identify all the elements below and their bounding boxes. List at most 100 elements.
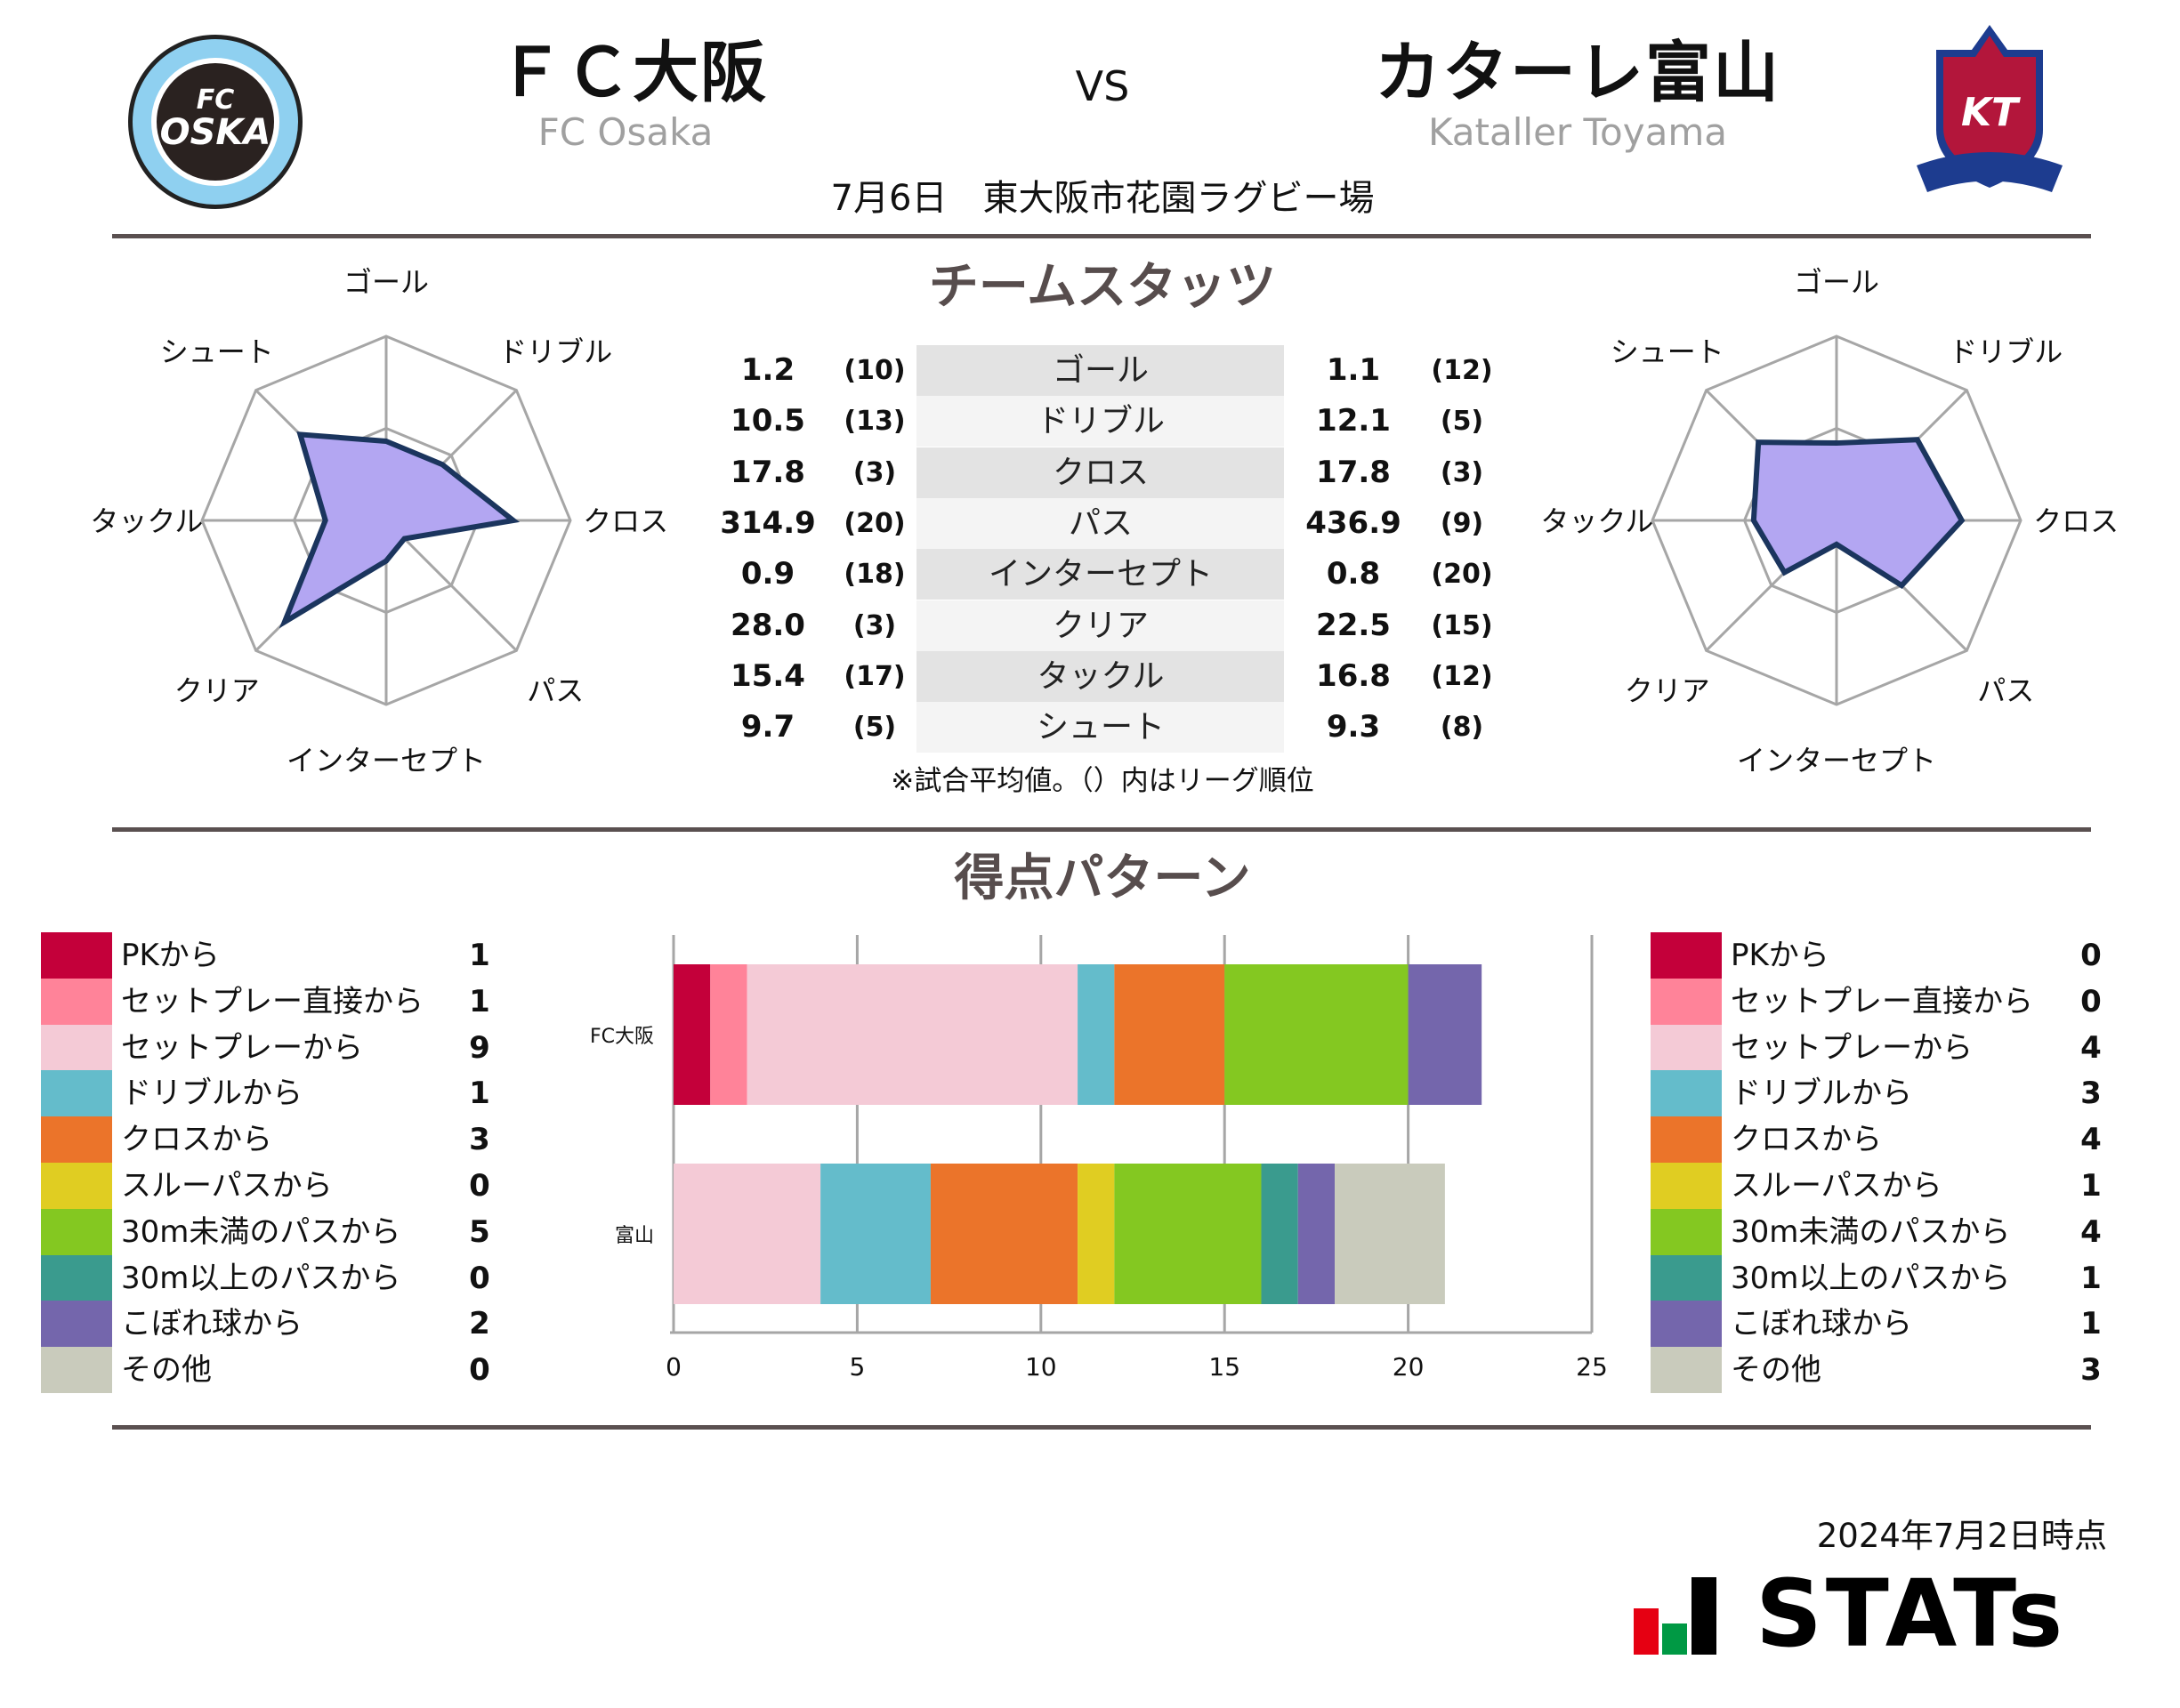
legend-swatch xyxy=(41,1254,112,1301)
bar-segment xyxy=(674,1164,821,1304)
home-stat-rank: (17) xyxy=(844,660,906,692)
legend-item: 30m未満のパスから 4 xyxy=(1651,1208,2113,1255)
home-stat-value: 28.0 xyxy=(731,607,805,643)
away-stat-value: 22.5 xyxy=(1316,607,1391,643)
away-stat-value: 9.3 xyxy=(1326,709,1381,745)
bar-segment xyxy=(747,964,1078,1105)
home-stat-value: 17.8 xyxy=(731,454,805,490)
legend-label: PKから xyxy=(1731,938,1829,973)
stat-row-band xyxy=(916,549,1284,600)
legend-item: スルーパスから 1 xyxy=(1651,1163,2113,1209)
stat-row-band xyxy=(916,650,1284,702)
legend-label: その他 xyxy=(121,1352,212,1389)
bar-segment xyxy=(1224,964,1409,1105)
bar-segment xyxy=(930,1164,1078,1304)
radar-axis-label: タックル xyxy=(90,504,203,538)
stats-logo: STATs xyxy=(1631,1560,2147,1667)
legend-label: セットプレーから xyxy=(121,1029,363,1066)
away-stat-rank: (15) xyxy=(1431,609,1493,641)
legend-label: 30m以上のパスから xyxy=(121,1260,401,1296)
radar-axis-label: クロス xyxy=(583,504,668,538)
legend-swatch xyxy=(41,1347,112,1394)
legend-item: セットプレーから 4 xyxy=(1651,1024,2113,1071)
legend-swatch xyxy=(1651,1116,1722,1164)
radar-spoke xyxy=(384,519,518,652)
away-stat-value: 16.8 xyxy=(1316,657,1391,694)
legend-label: セットプレー直接から xyxy=(121,983,424,1019)
svg-text:KT: KT xyxy=(1961,90,2021,135)
legend-item: その他 3 xyxy=(1651,1347,2113,1394)
home-stat-rank: (20) xyxy=(844,507,906,539)
legend-swatch xyxy=(41,1070,112,1117)
svg-text:OSKA: OSKA xyxy=(160,112,271,153)
radar-axis-label: インターセプト xyxy=(1737,744,1936,777)
stat-row-band xyxy=(916,702,1284,753)
away-stat-rank: (5) xyxy=(1440,406,1484,438)
legend-item: セットプレー直接から 1 xyxy=(41,978,504,1025)
legend-item: こぼれ球から 2 xyxy=(41,1301,504,1348)
radar-axis-label: ドリブル xyxy=(498,335,612,369)
legend-label: その他 xyxy=(1731,1352,1821,1389)
away-stat-rank: (8) xyxy=(1440,712,1484,744)
legend-item: クロスから 4 xyxy=(1651,1116,2113,1164)
stat-label: クリア xyxy=(1052,607,1150,644)
legend-item: その他 0 xyxy=(41,1347,504,1394)
legend-value: 1 xyxy=(469,938,490,973)
x-tick-label: 5 xyxy=(849,1352,865,1382)
divider xyxy=(112,234,2091,238)
radar-axis-label: クロス xyxy=(2033,504,2119,538)
stat-row-band xyxy=(916,447,1284,498)
category-label: FC大阪 xyxy=(590,1026,654,1048)
bar-segment xyxy=(1114,964,1225,1105)
radar-axis-label: クリア xyxy=(174,673,260,707)
legend-value: 4 xyxy=(2080,1122,2102,1158)
bar-segment xyxy=(1335,1164,1445,1304)
legend-item: 30m未満のパスから 5 xyxy=(41,1208,504,1255)
legend-label: クロスから xyxy=(1731,1122,1882,1158)
legend-swatch xyxy=(41,978,112,1025)
radar-axis-label: パス xyxy=(527,673,584,707)
away-team-name: カターレ富山 xyxy=(1375,35,1780,111)
legend-swatch xyxy=(1651,1301,1722,1348)
away-goal-legend: PKから 0 セットプレー直接から 0 セットプレーから 4 ドリブルから 3 クロスから 4 スル… xyxy=(1651,932,2113,1395)
legend-item: PKから 0 xyxy=(1651,932,2113,979)
home-stat-rank: (3) xyxy=(852,609,897,641)
legend-item: PKから 1 xyxy=(41,932,504,979)
away-team-name-en: Kataller Toyama xyxy=(1428,110,1727,154)
home-stat-value: 314.9 xyxy=(720,504,816,541)
legend-swatch xyxy=(41,1301,112,1348)
divider xyxy=(112,827,2091,832)
legend-swatch xyxy=(1651,932,1722,979)
away-stat-value: 1.1 xyxy=(1326,352,1381,388)
bar-segment xyxy=(1297,1164,1336,1304)
vs-label: VS xyxy=(1075,62,1130,110)
legend-swatch xyxy=(1651,1347,1722,1394)
legend-label: こぼれ球から xyxy=(121,1306,303,1342)
legend-swatch xyxy=(41,1116,112,1164)
legend-value: 9 xyxy=(469,1029,490,1066)
stat-label: パス xyxy=(1068,504,1134,542)
radar-axis-label: クリア xyxy=(1625,673,1710,707)
legend-value: 1 xyxy=(469,983,490,1019)
legend-value: 0 xyxy=(469,1168,490,1204)
legend-item: スルーパスから 0 xyxy=(41,1163,504,1209)
home-stat-rank: (5) xyxy=(852,712,897,744)
match-info: 7月6日 東大阪市花園ラグビー場 xyxy=(830,178,1375,219)
home-team-name-en: FC Osaka xyxy=(537,110,714,154)
stat-label: ゴール xyxy=(1052,352,1150,389)
stat-row-band xyxy=(916,396,1284,447)
x-tick-label: 15 xyxy=(1208,1352,1240,1382)
legend-label: セットプレーから xyxy=(1731,1029,1973,1066)
x-tick-label: 0 xyxy=(666,1352,682,1382)
stat-row-band xyxy=(916,497,1284,549)
home-team-name: ＦＣ大阪 xyxy=(497,35,768,111)
away-logo: KT xyxy=(1910,23,2070,201)
legend-value: 1 xyxy=(2080,1168,2102,1204)
radar-axis-label: シュート xyxy=(1611,335,1724,369)
legend-label: ドリブルから xyxy=(121,1076,303,1112)
legend-value: 1 xyxy=(2080,1260,2102,1296)
legend-label: スルーパスから xyxy=(1731,1168,1942,1204)
legend-label: スルーパスから xyxy=(121,1168,333,1204)
